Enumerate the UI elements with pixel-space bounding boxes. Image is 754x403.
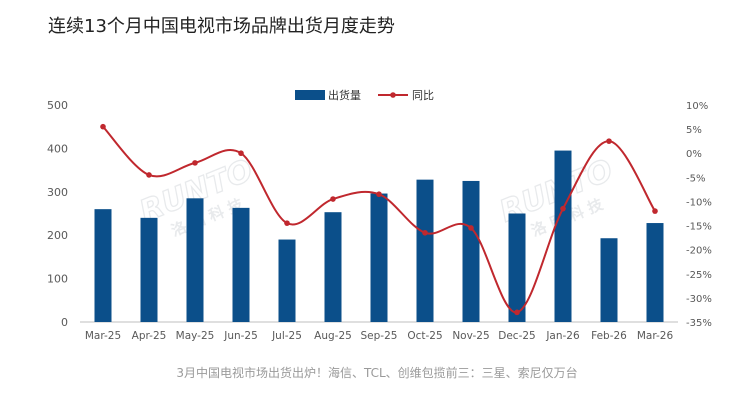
bar-Jun-25 [232, 207, 250, 322]
right-axis-tick-label: -30% [686, 294, 712, 305]
chart-legend: 出货量 同比 [295, 88, 434, 102]
bar-Jan-26 [554, 150, 572, 322]
yoy-point-Mar-25 [100, 123, 106, 130]
yoy-point-Jul-25 [284, 220, 290, 226]
right-axis-tick-label: -25% [686, 270, 712, 281]
x-axis-tick-label: Feb-26 [591, 330, 627, 342]
x-axis-tick-label: Nov-25 [452, 330, 489, 342]
right-axis-tick-label: 5% [686, 125, 702, 136]
legend-bar-swatch [295, 90, 325, 100]
left-axis-tick-label: 500 [47, 99, 68, 112]
right-axis-tick-label: -20% [686, 246, 712, 257]
bar-Dec-25 [508, 213, 526, 322]
yoy-point-Apr-25 [146, 172, 152, 178]
x-axis-tick-label: Jan-26 [545, 330, 580, 342]
x-axis-tick-label: Jun-25 [223, 330, 258, 342]
yoy-point-Aug-25 [330, 196, 336, 202]
yoy-point-May-25 [192, 160, 198, 166]
right-axis-tick-label: -5% [686, 173, 705, 184]
bar-May-25 [186, 198, 204, 322]
bar-Feb-26 [600, 238, 618, 322]
x-axis-tick-label: Sep-25 [361, 330, 398, 342]
x-axis-tick-label: May-25 [176, 330, 215, 342]
bar-series [94, 150, 664, 322]
x-axis-tick-label: Mar-25 [85, 330, 121, 342]
x-axis-tick-label: Jul-25 [271, 330, 302, 342]
yoy-point-Jan-26 [560, 205, 566, 212]
x-axis-tick-label: Oct-25 [407, 330, 442, 342]
bar-Apr-25 [140, 217, 158, 322]
legend-bar-label: 出货量 [328, 88, 361, 102]
yoy-point-Sep-25 [376, 191, 382, 198]
yoy-line [102, 126, 656, 314]
left-axis-tick-label: 100 [47, 273, 68, 286]
left-axis-tick-label: 400 [47, 142, 68, 155]
left-axis-tick-label: 200 [47, 229, 68, 242]
yoy-point-Oct-25 [422, 229, 428, 236]
x-axis-tick-label: Aug-25 [314, 330, 352, 342]
legend-line-label: 同比 [412, 89, 434, 102]
yoy-point-Jun-25 [238, 150, 244, 157]
bar-Jul-25 [278, 239, 296, 322]
bar-Nov-25 [462, 180, 480, 322]
page-title: 连续13个月中国电视市场品牌出货月度走势 [48, 16, 395, 37]
right-axis-tick-label: -35% [686, 318, 712, 329]
right-axis-tick-label: -15% [686, 222, 712, 233]
line-series [100, 123, 658, 316]
bar-Mar-26 [646, 223, 664, 322]
left-axis-tick-label: 300 [47, 186, 68, 199]
yoy-point-Feb-26 [606, 138, 612, 144]
right-axis-tick-label: -10% [686, 197, 712, 208]
x-axis-tick-label: Dec-25 [498, 330, 535, 342]
right-axis-tick-label: 10% [686, 101, 708, 112]
bar-Aug-25 [324, 212, 342, 322]
left-axis-tick-label: 0 [61, 316, 68, 329]
yoy-point-Mar-26 [652, 208, 658, 214]
bar-Sep-25 [370, 193, 388, 322]
x-axis-tick-label: Apr-25 [132, 330, 167, 342]
legend-line-marker [390, 92, 396, 98]
right-axis-tick-label: 0% [686, 149, 702, 160]
bar-Mar-25 [94, 209, 112, 322]
chart-axes: 0 100 200 300 400 500 10% 5% 0% -5% -10% -15% -20% -2… [47, 99, 712, 342]
yoy-point-Nov-25 [468, 225, 474, 231]
yoy-point-Dec-25 [514, 309, 520, 316]
x-axis-tick-label: Mar-26 [637, 330, 674, 342]
bar-Oct-25 [416, 179, 434, 322]
chart-caption: 3月中国电视市场出货出炉！海信、TCL、创维包揽前三：三星、索尼仅万台 [176, 366, 578, 380]
